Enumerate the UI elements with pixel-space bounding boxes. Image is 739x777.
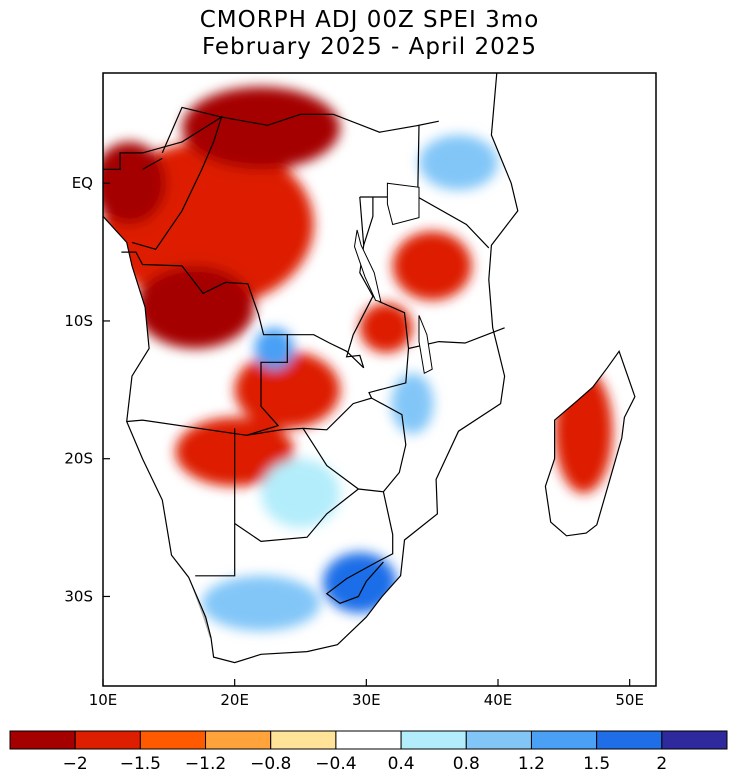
colorbar-label: 1.2 [518,754,545,774]
country-border [287,196,374,369]
y-tick-label: EQ [72,174,93,192]
tanzania-drought-region [392,231,472,301]
x-tick-label: 10E [89,691,118,709]
madagascar-coastline [544,350,636,537]
angola-drought-region [135,265,255,349]
colorbar-swatch [530,730,598,750]
south-africa-east-wet-region [322,552,397,613]
anomaly-layer [103,86,613,631]
africa-coastline [103,73,519,664]
x-tick-label: 50E [615,691,644,709]
colorbar-swatch [205,730,272,750]
lake-outline [386,182,420,226]
colorbar-label: 2 [656,754,667,774]
country-border [121,251,288,436]
colorbar-swatch [465,730,532,750]
map-title-line-1: CMORPH ADJ 00Z SPEI 3mo [199,7,540,33]
colorbar-swatch [335,730,402,750]
colorbar-label: −0.8 [250,754,291,774]
colorbar-swatch [661,730,728,750]
colorbar-swatch [74,730,141,750]
colorbar-swatch [596,730,663,750]
mozambique-wet-region [391,373,434,434]
y-tick-label: 30S [64,587,93,605]
colorbar-label: 0.4 [388,754,415,774]
map-title-line-2: February 2025 - April 2025 [201,34,538,60]
east-africa-wet-region [419,134,498,191]
zambia-west-wet-region [254,327,294,370]
country-border [363,197,374,246]
country-border [142,157,163,170]
y-tick-label: 10S [64,312,93,330]
colorbar-label: −1.5 [120,754,161,774]
colorbar: −2 −1.5 −1.2 −0.8 −0.4 0.4 0.8 1.2 1.5 2 [9,730,728,774]
colorbar-label: −1.2 [185,754,226,774]
madagascar-drought-region [554,369,613,494]
lake-malawi-drought-region [359,303,413,353]
colorbar-swatch [139,730,207,750]
colorbar-swatch [400,730,467,750]
south-africa-west-wet-region [201,575,321,631]
country-border [246,295,410,436]
colorbar-swatch [9,730,76,750]
x-tick-label: 20E [220,691,249,709]
lake-outline [353,229,382,303]
x-axis: 10E 20E 30E 40E 50E [89,679,644,709]
gabon-drought-region [103,141,167,225]
drc-east-drought-region [182,86,340,170]
colorbar-swatch [270,730,337,750]
colorbar-label: 1.5 [583,754,610,774]
colorbar-label: 0.8 [453,754,480,774]
x-tick-label: 30E [352,691,381,709]
country-border [161,106,420,154]
kalahari-wet-region [261,458,340,528]
country-border [325,491,394,604]
lake-outline [418,315,433,375]
y-tick-label: 20S [64,450,93,468]
country-border [234,488,359,543]
x-tick-label: 40E [484,691,513,709]
y-axis: EQ 10S 20S 30S [64,174,110,605]
country-borders [103,106,505,604]
colorbar-label: −2 [63,754,88,774]
plot-frame [102,72,657,687]
colorbar-label: −0.4 [315,754,356,774]
